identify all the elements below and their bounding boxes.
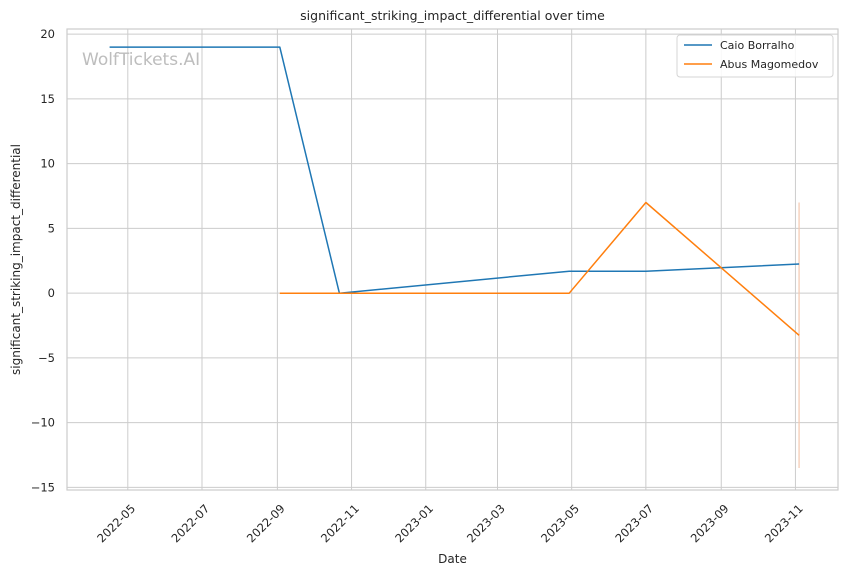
plot-area xyxy=(67,29,838,490)
y-axis-ticks: −15 −10 −5 0 5 10 15 20 xyxy=(31,27,55,494)
grid-lines xyxy=(67,29,838,490)
series-layer xyxy=(109,46,800,468)
y-tick-label: −10 xyxy=(31,416,55,430)
legend-label: Abus Magomedov xyxy=(720,58,819,71)
y-tick-label: −5 xyxy=(38,351,55,365)
series-line-abus-magomedov xyxy=(279,201,800,336)
chart-title: significant_striking_impact_differential… xyxy=(300,8,605,23)
y-tick-label: 0 xyxy=(48,286,55,300)
y-tick-label: 20 xyxy=(40,27,55,41)
legend-box xyxy=(676,34,834,78)
y-tick-label: 10 xyxy=(40,157,55,171)
y-tick-label: 5 xyxy=(48,221,55,235)
legend: Caio Borralho Abus Magomedov xyxy=(676,34,834,78)
y-tick-label: 15 xyxy=(40,92,55,106)
plot-frame xyxy=(66,28,839,491)
legend-label: Caio Borralho xyxy=(720,39,795,52)
y-axis-title: significant_striking_impact_differential xyxy=(9,144,23,375)
plot-border xyxy=(66,28,839,491)
x-axis-title: Date xyxy=(438,552,467,566)
y-tick-label: −15 xyxy=(31,480,55,494)
series-line-caio-borralho xyxy=(109,46,800,294)
watermark-text: WolfTickets.AI xyxy=(82,50,200,70)
